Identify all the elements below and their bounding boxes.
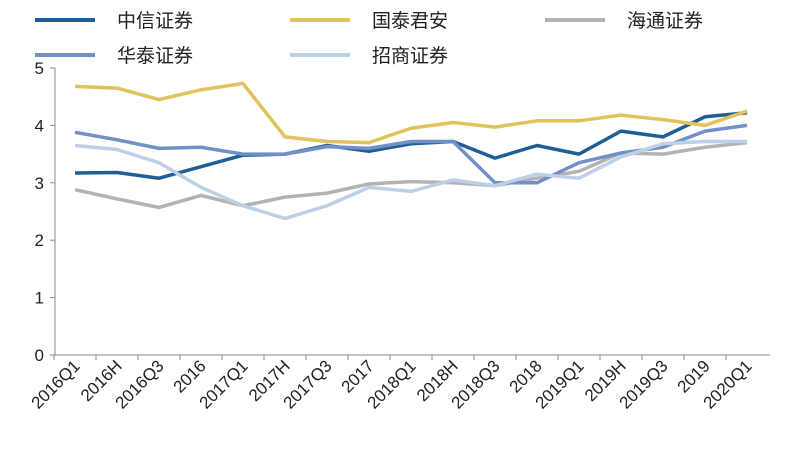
series-line-0 [74,111,748,180]
legend-label: 国泰君安 [372,10,448,32]
y-tick-label: 0 [35,346,44,365]
legend-label: 华泰证券 [117,45,193,67]
y-tick-label: 4 [35,116,44,135]
legend-label: 中信证券 [117,10,193,32]
y-tick-label: 1 [35,289,44,308]
y-tick-label: 5 [35,59,44,78]
legend-label: 海通证券 [627,10,703,32]
y-tick-label: 3 [35,174,44,193]
legend-label: 招商证券 [372,45,448,67]
y-tick-label: 2 [35,231,44,250]
